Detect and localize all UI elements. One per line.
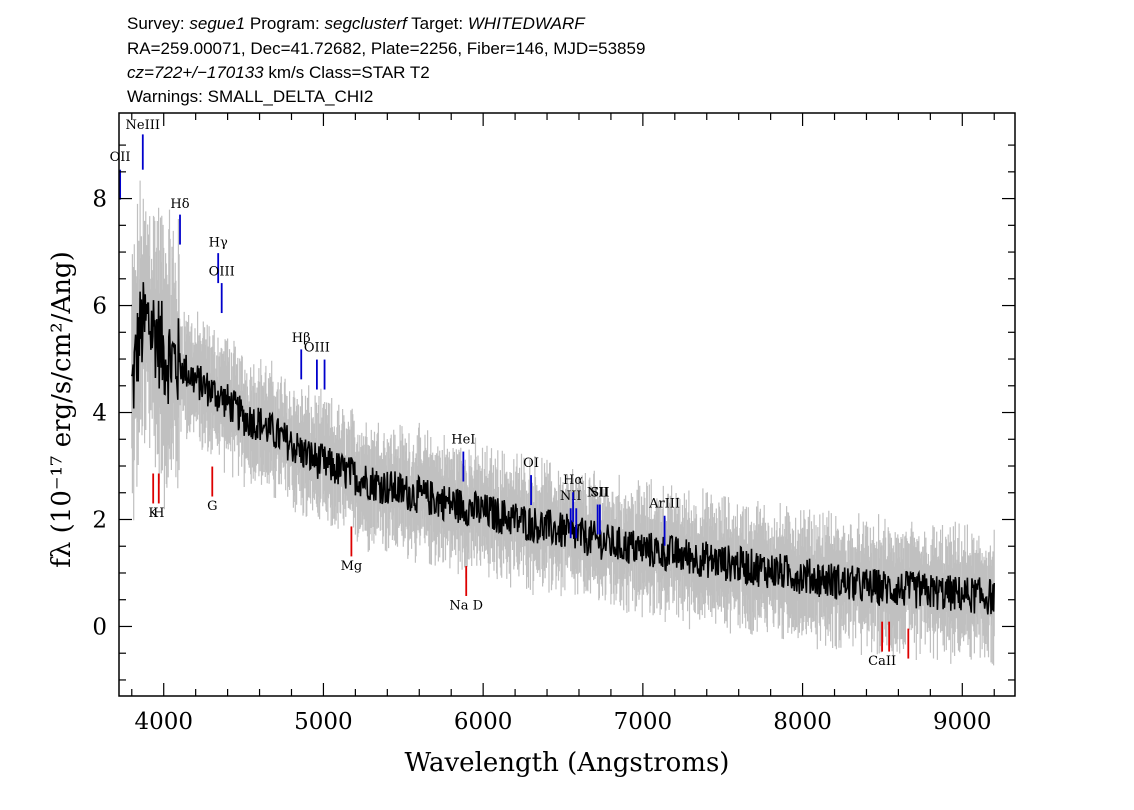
header-segment: cz=722+/−170133 — [127, 63, 264, 82]
header-segment: segclusterf — [325, 14, 409, 33]
absorption-line-label: G — [207, 499, 217, 514]
plot-frame — [118, 112, 1016, 697]
emission-line-label: Hβ — [292, 331, 311, 346]
emission-line-label: OI — [523, 456, 539, 471]
emission-line-label: OIII — [209, 265, 235, 280]
header-segment: Survey: — [127, 14, 189, 33]
y-tick-label: 4 — [92, 401, 107, 427]
x-tick-label: 7000 — [614, 709, 673, 735]
x-tick-label: 6000 — [454, 709, 513, 735]
emission-line-label: SII — [590, 485, 609, 500]
emission-line-label: Hγ — [209, 236, 228, 251]
flux-series — [131, 282, 995, 615]
x-tick-label: 8000 — [773, 709, 832, 735]
x-tick-label: 5000 — [294, 709, 353, 735]
absorption-line-label: CaII — [868, 654, 896, 669]
header-segment: segue1 — [189, 14, 245, 33]
spectrum-header: Survey: segue1 Program: segclusterf Targ… — [127, 14, 645, 106]
emission-line-label: NII — [560, 489, 582, 504]
absorption-line-label: Mg — [341, 559, 363, 574]
header-segment: km/s Class=STAR T2 — [264, 63, 430, 82]
spectral-line-markers: OIINeIIIHδHγOIIIHβOIIIHeIOINIIHαNIISIIAr… — [110, 118, 910, 669]
axis-ticks: 4000 5000 6000 7000 8000 9000 0 2 4 6 8 — [92, 113, 1015, 735]
y-tick-label: 0 — [92, 614, 107, 640]
header-line-warnings: Warnings: SMALL_DELTA_CHI2 — [127, 87, 373, 106]
absorption-line-label: H — [153, 506, 164, 521]
emission-line-label: NeIII — [126, 118, 160, 133]
header-line-survey: Survey: segue1 Program: segclusterf Targ… — [127, 14, 586, 33]
emission-line-label: OIII — [304, 341, 330, 356]
absorption-line-label: Na D — [449, 598, 483, 613]
y-tick-label: 8 — [92, 187, 107, 213]
emission-line-label: NII — [587, 485, 609, 500]
absorption-line-label: K — [148, 506, 158, 521]
header-line-coordinates: RA=259.00071, Dec=41.72682, Plate=2256, … — [127, 39, 645, 58]
flux-line — [131, 282, 995, 615]
y-tick-label: 2 — [92, 507, 107, 533]
emission-line-label: OII — [110, 150, 131, 165]
x-axis-title: Wavelength (Angstroms) — [405, 748, 730, 778]
header-segment: WHITEDWARF — [468, 14, 586, 33]
y-tick-label: 6 — [92, 294, 107, 320]
header-segment: Program: — [245, 14, 324, 33]
emission-line-label: Hδ — [170, 197, 189, 212]
x-tick-label: 4000 — [134, 709, 193, 735]
header-segment: Target: — [407, 14, 468, 33]
x-tick-label: 9000 — [933, 709, 992, 735]
emission-line-label: HeI — [451, 433, 475, 448]
emission-line-label: Hα — [563, 473, 583, 488]
emission-line-label: ArIII — [648, 497, 680, 512]
header-line-redshift: cz=722+/−170133 km/s Class=STAR T2 — [127, 63, 430, 82]
y-axis-title: fλ (10⁻¹⁷ erg/s/cm²/Ang) — [47, 251, 77, 567]
